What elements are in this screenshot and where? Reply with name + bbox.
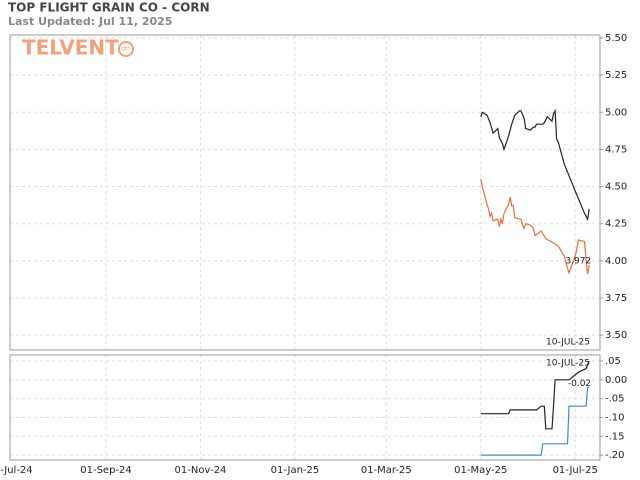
panel-frame <box>9 354 601 461</box>
y-tick-label: -.15 <box>605 431 625 442</box>
y-tick-label: 5.25 <box>605 70 627 81</box>
y-tick-label: -.10 <box>605 412 625 423</box>
series-line <box>480 108 590 222</box>
x-tick-label: 01-Jul-24 <box>0 465 33 476</box>
y-tick-label: -.05 <box>605 394 625 405</box>
x-tick-label: 01-Nov-24 <box>175 465 227 476</box>
y-tick-label: -.20 <box>605 450 625 461</box>
date-label: 10-JUL-25 <box>546 359 590 369</box>
series-line <box>480 360 590 430</box>
subtitle: Last Updated: Jul 11, 2025 <box>8 15 172 28</box>
title: TOP FLIGHT GRAIN CO - CORN <box>8 1 210 15</box>
y-tick-label: 4.50 <box>605 182 627 193</box>
logo: TELVENT <box>22 36 119 60</box>
end-label: -0.02 <box>568 379 591 389</box>
y-tick-label: .05 <box>605 356 621 367</box>
y-tick-label: 5.00 <box>605 107 627 118</box>
end-label: 3.972 <box>565 257 591 267</box>
logo-badge: dtn <box>121 46 131 53</box>
x-tick-label: 01-Jan-25 <box>271 465 320 476</box>
y-tick-label: 3.50 <box>605 330 627 341</box>
logo-badge-circle <box>118 41 134 57</box>
x-tick-label: 01-Jul-25 <box>553 465 598 476</box>
series-line <box>480 386 590 456</box>
x-tick-label: 01-Mar-25 <box>361 465 412 476</box>
y-tick-label: 4.75 <box>605 144 627 155</box>
y-tick-label: 3.75 <box>605 293 627 304</box>
series-line <box>480 178 590 275</box>
panel-frame <box>9 34 601 351</box>
y-tick-label: 0.00 <box>605 375 627 386</box>
date-label: 10-JUL-25 <box>546 338 590 348</box>
x-tick-label: 01-May-25 <box>454 465 507 476</box>
y-tick-label: 4.00 <box>605 256 627 267</box>
x-tick-label: 01-Sep-24 <box>80 465 132 476</box>
y-tick-label: 5.50 <box>605 33 627 44</box>
y-tick-label: 4.25 <box>605 219 627 230</box>
